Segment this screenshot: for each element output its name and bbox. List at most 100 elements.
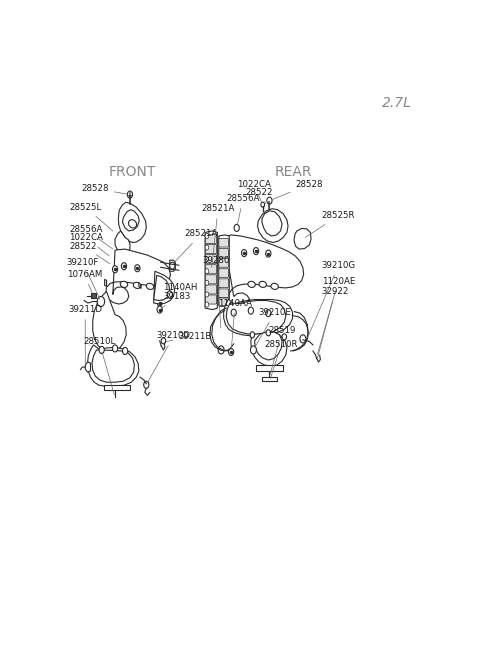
Polygon shape xyxy=(294,229,311,249)
Circle shape xyxy=(122,347,128,354)
Polygon shape xyxy=(115,231,130,254)
Text: 39210E: 39210E xyxy=(255,308,291,348)
FancyBboxPatch shape xyxy=(205,295,216,304)
Circle shape xyxy=(266,329,271,336)
Text: 28510L: 28510L xyxy=(83,337,115,395)
Polygon shape xyxy=(154,271,175,304)
Polygon shape xyxy=(262,211,282,236)
Circle shape xyxy=(97,297,105,307)
FancyBboxPatch shape xyxy=(219,269,228,277)
Polygon shape xyxy=(256,365,283,371)
Circle shape xyxy=(157,299,162,306)
Polygon shape xyxy=(226,301,286,334)
Text: 39210G: 39210G xyxy=(308,261,356,337)
Text: 28521A: 28521A xyxy=(202,204,235,267)
Circle shape xyxy=(266,250,271,257)
Text: 1140AH: 1140AH xyxy=(162,284,198,301)
Polygon shape xyxy=(154,275,170,301)
Text: 39183: 39183 xyxy=(162,292,191,308)
Polygon shape xyxy=(251,333,287,366)
Text: 1076AM: 1076AM xyxy=(67,270,102,293)
Text: 1140AA: 1140AA xyxy=(218,299,252,349)
Circle shape xyxy=(266,310,271,316)
Circle shape xyxy=(250,332,254,338)
Circle shape xyxy=(121,263,127,270)
Circle shape xyxy=(205,269,209,274)
Circle shape xyxy=(144,381,149,388)
Text: 28528: 28528 xyxy=(272,180,323,200)
Text: 39210F: 39210F xyxy=(67,258,100,299)
Text: 39211B: 39211B xyxy=(166,332,212,341)
Polygon shape xyxy=(224,299,292,336)
Text: 32922: 32922 xyxy=(317,287,349,358)
Text: 28522: 28522 xyxy=(245,187,272,203)
Circle shape xyxy=(205,257,209,262)
Circle shape xyxy=(135,265,140,272)
Polygon shape xyxy=(119,202,146,242)
Circle shape xyxy=(300,335,306,343)
Circle shape xyxy=(112,345,118,352)
FancyBboxPatch shape xyxy=(219,238,228,247)
FancyBboxPatch shape xyxy=(219,259,228,267)
FancyBboxPatch shape xyxy=(219,298,228,307)
Circle shape xyxy=(205,302,209,307)
Polygon shape xyxy=(96,293,122,343)
Circle shape xyxy=(261,202,264,207)
FancyBboxPatch shape xyxy=(219,279,228,288)
Ellipse shape xyxy=(129,219,137,228)
FancyBboxPatch shape xyxy=(205,275,216,284)
Polygon shape xyxy=(122,210,139,231)
Ellipse shape xyxy=(133,282,141,288)
Circle shape xyxy=(228,348,234,356)
FancyBboxPatch shape xyxy=(219,289,228,297)
Polygon shape xyxy=(254,332,282,360)
Text: 39210D: 39210D xyxy=(148,331,191,383)
Text: FRONT: FRONT xyxy=(109,165,156,179)
Text: 28528: 28528 xyxy=(82,184,127,194)
Circle shape xyxy=(205,292,209,297)
Circle shape xyxy=(127,191,132,198)
Polygon shape xyxy=(224,235,304,310)
Text: 1022CA: 1022CA xyxy=(237,180,271,202)
Circle shape xyxy=(231,309,236,316)
FancyBboxPatch shape xyxy=(205,265,216,274)
Circle shape xyxy=(267,197,272,204)
FancyBboxPatch shape xyxy=(205,234,216,244)
Circle shape xyxy=(167,291,172,298)
Text: 1022CA: 1022CA xyxy=(69,233,109,256)
Circle shape xyxy=(253,248,259,255)
Text: 28556A: 28556A xyxy=(226,194,260,225)
Circle shape xyxy=(205,245,209,250)
Circle shape xyxy=(161,338,166,344)
Text: 28521A: 28521A xyxy=(173,229,218,263)
Polygon shape xyxy=(87,345,139,386)
Polygon shape xyxy=(104,385,130,390)
Text: 28525L: 28525L xyxy=(69,202,113,231)
Circle shape xyxy=(157,306,162,313)
Text: 28510R: 28510R xyxy=(264,341,298,379)
FancyBboxPatch shape xyxy=(205,255,216,264)
Text: 28525R: 28525R xyxy=(305,212,355,238)
Text: 39280: 39280 xyxy=(203,255,230,328)
FancyBboxPatch shape xyxy=(205,285,216,294)
Circle shape xyxy=(218,346,224,354)
Ellipse shape xyxy=(146,284,154,290)
Text: 28519: 28519 xyxy=(268,326,296,375)
Ellipse shape xyxy=(259,282,266,288)
Text: 28522: 28522 xyxy=(69,242,110,264)
FancyBboxPatch shape xyxy=(205,244,216,253)
Polygon shape xyxy=(258,209,288,242)
Polygon shape xyxy=(205,231,217,310)
Circle shape xyxy=(234,225,240,231)
Polygon shape xyxy=(262,377,277,381)
Ellipse shape xyxy=(120,281,128,288)
Polygon shape xyxy=(92,350,134,383)
Circle shape xyxy=(205,280,209,286)
Text: 28556A: 28556A xyxy=(69,225,113,249)
Polygon shape xyxy=(170,260,175,271)
Polygon shape xyxy=(106,249,170,304)
Circle shape xyxy=(99,346,104,354)
Circle shape xyxy=(282,334,287,340)
Polygon shape xyxy=(219,235,229,307)
Circle shape xyxy=(205,233,209,238)
